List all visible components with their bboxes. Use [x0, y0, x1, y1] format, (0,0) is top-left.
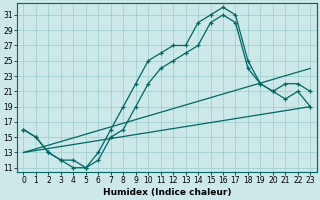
X-axis label: Humidex (Indice chaleur): Humidex (Indice chaleur): [103, 188, 231, 197]
